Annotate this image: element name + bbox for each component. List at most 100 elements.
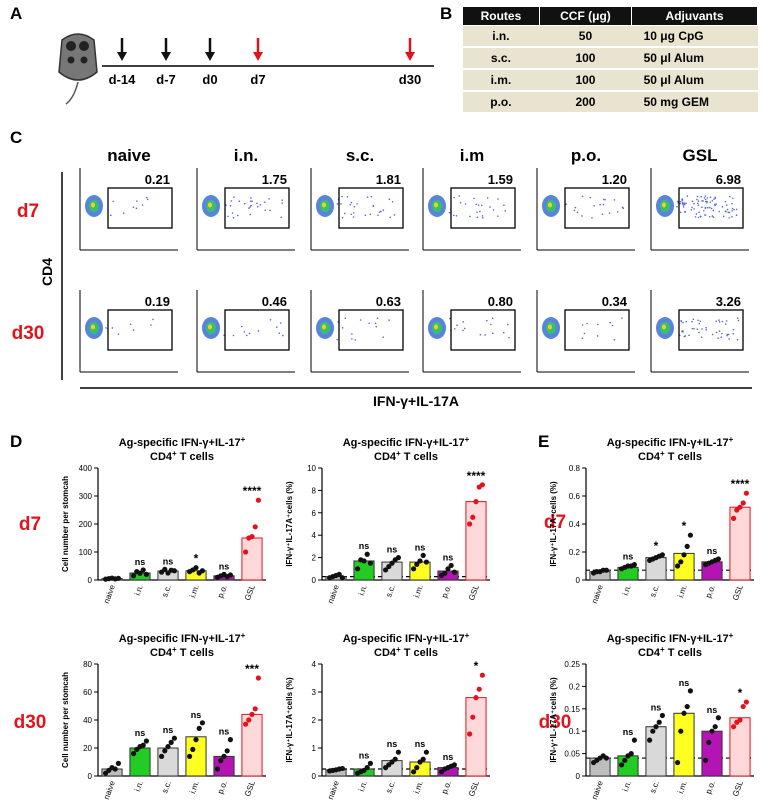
chart-data-point xyxy=(703,757,709,763)
chart-y-tick-label: 2 xyxy=(312,554,317,563)
flow-event-dot xyxy=(256,202,258,205)
flow-event-dot xyxy=(731,209,734,212)
flow-cell-cluster-center xyxy=(434,202,438,208)
flow-event-dot xyxy=(698,331,700,334)
flow-cell-cluster-center xyxy=(434,324,438,330)
chart-data-point xyxy=(196,725,202,732)
chart-x-tick-label: GSL xyxy=(731,779,745,798)
flow-event-dot xyxy=(508,336,510,339)
flow-event-dot xyxy=(492,209,495,211)
flow-event-dot xyxy=(708,206,711,209)
flow-cell-cluster-center xyxy=(322,202,326,208)
chart-y-label: IFN-γ⁺IL-17A⁺cells (%) xyxy=(285,481,294,567)
chart-data-point xyxy=(675,759,681,766)
chart-y-tick-label: 0 xyxy=(312,576,317,585)
flow-event-dot xyxy=(340,203,342,205)
chart-data-point xyxy=(159,753,165,760)
flow-column-header: naive xyxy=(107,146,150,165)
routes-header-adjuvants: Adjuvants xyxy=(631,6,758,26)
chart-data-point xyxy=(684,703,690,710)
chart-x-tick-label: i.n. xyxy=(133,584,145,597)
flow-event-dot xyxy=(714,204,716,207)
flow-event-dot xyxy=(677,200,679,203)
chart-significance-label: ns xyxy=(359,541,370,551)
flow-event-dot xyxy=(706,206,709,209)
flow-event-dot xyxy=(372,205,375,208)
chart-title: Ag-specific IFN-γ+IL-17+ xyxy=(607,631,734,645)
chart-title: Ag-specific IFN-γ+IL-17+ xyxy=(607,435,734,449)
chart-data-point xyxy=(740,703,746,710)
flow-event-dot xyxy=(704,214,707,216)
flow-event-dot xyxy=(486,319,488,322)
ccf-cell: 200 xyxy=(539,90,632,115)
route-cell: p.o. xyxy=(462,90,540,115)
chart-x-tick-label: i.m. xyxy=(188,584,201,599)
chart-significance-label: ns xyxy=(415,739,426,749)
flow-event-dot xyxy=(685,202,687,205)
chart-significance-label: ns xyxy=(191,710,202,720)
flow-event-dot xyxy=(581,324,584,326)
chart-data-point xyxy=(143,571,149,578)
flow-event-dot xyxy=(703,209,705,212)
chart-title: Ag-specific IFN-γ+IL-17+ xyxy=(343,435,470,449)
flow-event-dot xyxy=(275,326,278,328)
flow-event-dot xyxy=(705,200,707,203)
chart-data-point xyxy=(445,566,451,572)
flow-event-dot xyxy=(724,200,727,203)
chart-y-label: IFN-γ⁺IL-17A⁺cells (%) xyxy=(549,677,558,763)
flow-cell-cluster-center xyxy=(91,202,95,208)
flow-event-dot xyxy=(229,204,232,207)
flow-gate xyxy=(564,309,630,351)
flow-event-dot xyxy=(233,196,235,198)
flow-gate xyxy=(450,187,516,229)
chart-subtitle: CD4+ T cells xyxy=(638,645,702,659)
flow-event-dot xyxy=(497,198,499,200)
flow-event-dot xyxy=(728,211,731,214)
flow-gate xyxy=(338,187,404,229)
chart-data-point xyxy=(451,762,457,768)
flow-event-dot xyxy=(596,335,599,337)
chart-data-point xyxy=(255,675,261,681)
flow-event-dot xyxy=(489,206,491,208)
bar-chart: Ag-specific IFN-γ+IL-17+CD4+ T cells 0 100… xyxy=(61,435,266,605)
flow-event-dot xyxy=(469,215,471,218)
flow-event-dot xyxy=(462,329,464,332)
chart-data-point xyxy=(199,568,205,574)
flow-event-dot xyxy=(715,203,717,205)
chart-data-point xyxy=(115,760,121,767)
chart-data-point xyxy=(631,562,638,568)
flow-event-dot xyxy=(145,196,148,199)
timeline-arrow-head xyxy=(205,52,215,61)
flow-event-dot xyxy=(459,201,462,204)
flow-event-dot xyxy=(728,338,730,340)
chart-significance-label: ns xyxy=(707,705,718,715)
chart-data-point xyxy=(603,567,610,573)
flow-event-dot xyxy=(732,197,734,200)
flow-event-dot xyxy=(378,211,381,214)
flow-cell-cluster-center xyxy=(662,324,666,330)
flow-event-dot xyxy=(586,322,588,325)
chart-data-point xyxy=(687,532,694,538)
chart-data-point xyxy=(737,717,743,723)
chart-y-tick-label: 0 xyxy=(576,772,581,781)
chart-data-point xyxy=(647,737,653,743)
flow-cell-cluster-center xyxy=(322,324,326,330)
chart-data-point xyxy=(479,482,485,488)
flow-event-dot xyxy=(682,331,684,333)
bar-chart: Ag-specific IFN-γ+IL-17+CD4+ T cells 0 20 4… xyxy=(61,631,266,801)
flow-event-dot xyxy=(706,201,708,204)
flow-event-dot xyxy=(686,195,689,197)
flow-event-dot xyxy=(706,200,708,203)
adjuvant-cell: 10 μg CpG xyxy=(631,25,758,48)
flow-event-dot xyxy=(681,199,684,202)
timeline-arrow-head xyxy=(405,52,415,61)
chart-data-point xyxy=(249,711,255,718)
flow-event-dot xyxy=(240,325,243,328)
flow-event-dot xyxy=(591,216,593,219)
chart-data-point xyxy=(383,567,389,573)
chart-data-point xyxy=(442,570,448,576)
flow-event-dot xyxy=(735,214,738,217)
chart-data-point xyxy=(451,569,457,575)
flow-event-dot xyxy=(281,202,284,204)
flow-event-dot xyxy=(479,210,481,213)
